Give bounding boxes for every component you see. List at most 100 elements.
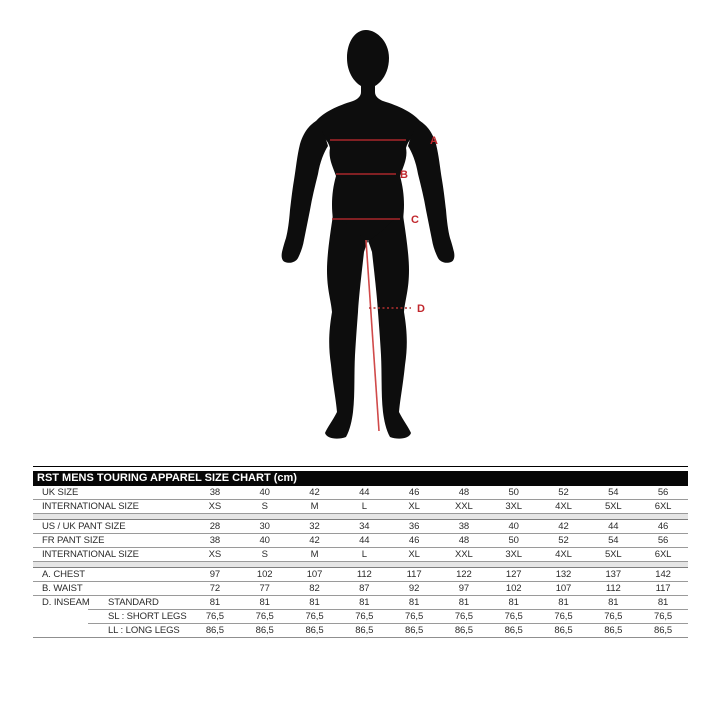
size-cell: 81: [508, 597, 519, 608]
row-sublabel: SL : SHORT LEGS: [108, 611, 187, 622]
size-cell: 3XL: [505, 549, 522, 560]
section-spacer: [33, 562, 688, 568]
size-cell: 102: [256, 569, 273, 580]
size-cell: 50: [508, 487, 519, 498]
size-cell: 4XL: [555, 549, 572, 560]
table-row: B. WAIST 72 77 82 87 92 97 102 107 112 117: [33, 582, 688, 596]
row-label: B. WAIST: [42, 583, 83, 594]
size-cell: 86,5: [504, 625, 523, 636]
table-row: D. INSEAM STANDARD 81 81 81 81 81 81 81 81 81 81: [33, 596, 688, 610]
size-cell: S: [261, 501, 268, 512]
table-row: US / UK PANT SIZE 28 30 32 34 36 38 40 42 44 46: [33, 520, 688, 534]
size-chart-table: RST MENS TOURING APPAREL SIZE CHART (cm)…: [33, 466, 688, 638]
size-cell: M: [310, 501, 319, 512]
size-cell: S: [261, 549, 268, 560]
size-cell: 97: [209, 569, 221, 580]
body-silhouette-right-leg: [368, 215, 411, 439]
size-cell: 30: [259, 521, 270, 532]
size-cell: 87: [359, 583, 370, 594]
size-cell: 42: [309, 487, 320, 498]
size-cell: 86,5: [554, 625, 573, 636]
size-cell: 36: [408, 521, 420, 532]
size-cell: 5XL: [604, 501, 622, 512]
size-cell: 81: [309, 597, 320, 608]
size-cell: 32: [309, 521, 320, 532]
table-row: FR PANT SIZE 38 40 42 44 46 48 50 52 54 56: [33, 534, 688, 548]
size-cell: 81: [608, 597, 619, 608]
size-cell: 102: [505, 583, 522, 594]
size-cell: 50: [508, 535, 519, 546]
row-sublabel: LL : LONG LEGS: [108, 625, 180, 636]
size-cell: 132: [555, 569, 572, 580]
size-cell: 38: [209, 535, 221, 546]
size-cell: 86,5: [355, 625, 374, 636]
row-label: US / UK PANT SIZE: [42, 521, 126, 532]
size-cell: 86,5: [654, 625, 673, 636]
size-cell: 81: [408, 597, 420, 608]
size-cell: 28: [209, 521, 221, 532]
marker-label-c: C: [411, 214, 419, 226]
row-subgroup: STANDARD 81 81 81 81 81 81 81 81 81 81: [88, 596, 688, 610]
size-cell: 86,5: [604, 625, 623, 636]
body-silhouette-left-leg: [325, 215, 368, 439]
table-row: INTERNATIONAL SIZE XS S M L XL XXL 3XL 4XL 5XL 6XL: [33, 500, 688, 514]
size-cell: 127: [505, 569, 522, 580]
size-cell: 86,5: [205, 625, 224, 636]
size-cell: 46: [408, 487, 420, 498]
body-silhouette-torso: [311, 30, 425, 248]
size-cell: 76,5: [604, 611, 623, 622]
size-cell: XL: [408, 549, 420, 560]
size-cell: 76,5: [305, 611, 324, 622]
row-label: A. CHEST: [42, 569, 86, 580]
size-cell: 97: [458, 583, 470, 594]
row-label: FR PANT SIZE: [42, 535, 105, 546]
body-silhouette-left-arm: [281, 121, 328, 263]
size-cell: 40: [259, 535, 270, 546]
size-cell: 142: [655, 569, 671, 580]
size-cell: 76,5: [405, 611, 424, 622]
row-label: [33, 624, 88, 637]
size-cell: 40: [508, 521, 519, 532]
size-cell: XS: [208, 501, 222, 512]
table-row: INTERNATIONAL SIZE XS S M L XL XXL 3XL 4XL 5XL 6XL: [33, 548, 688, 562]
size-cell: XS: [208, 549, 222, 560]
marker-label-b: B: [400, 169, 408, 181]
size-cell: 81: [657, 597, 669, 608]
size-cell: 72: [209, 583, 221, 594]
size-cell: 44: [608, 521, 619, 532]
size-cell: 38: [458, 521, 470, 532]
size-cell: 6XL: [654, 549, 672, 560]
table-row: UK SIZE 38 40 42 44 46 48 50 52 54 56: [33, 486, 688, 500]
size-cell: 76,5: [255, 611, 274, 622]
row-sublabel: STANDARD: [108, 597, 159, 608]
body-measurement-diagram: A B C D: [281, 30, 455, 439]
size-cell: 92: [408, 583, 420, 594]
size-cell: 76,5: [504, 611, 523, 622]
size-cell: 77: [259, 583, 270, 594]
size-cell: 107: [555, 583, 572, 594]
size-cell: 52: [558, 535, 569, 546]
row-label: INTERNATIONAL SIZE: [42, 549, 139, 560]
size-table-body: UK SIZE 38 40 42 44 46 48 50 52 54 56 INTERNATIONAL…: [33, 486, 688, 638]
table-top-rule: [33, 466, 688, 467]
size-cell: 48: [458, 487, 470, 498]
size-cell: 54: [608, 487, 619, 498]
size-cell: 76,5: [205, 611, 224, 622]
size-cell: 76,5: [654, 611, 673, 622]
size-cell: 42: [558, 521, 569, 532]
size-cell: 42: [309, 535, 320, 546]
size-cell: 81: [558, 597, 569, 608]
body-silhouette-right-arm: [408, 121, 455, 263]
size-cell: 137: [605, 569, 622, 580]
size-cell: M: [310, 549, 319, 560]
size-cell: L: [361, 549, 367, 560]
table-row: SL : SHORT LEGS 76,5 76,5 76,5 76,5 76,5 76,5 7…: [33, 610, 688, 624]
row-subgroup: SL : SHORT LEGS 76,5 76,5 76,5 76,5 76,5 76,5 7…: [88, 610, 688, 624]
size-cell: 5XL: [604, 549, 622, 560]
size-cell: 112: [605, 583, 621, 594]
row-label: INTERNATIONAL SIZE: [42, 501, 139, 512]
size-cell: 86,5: [405, 625, 424, 636]
size-cell: 81: [209, 597, 221, 608]
size-cell: 44: [359, 535, 370, 546]
